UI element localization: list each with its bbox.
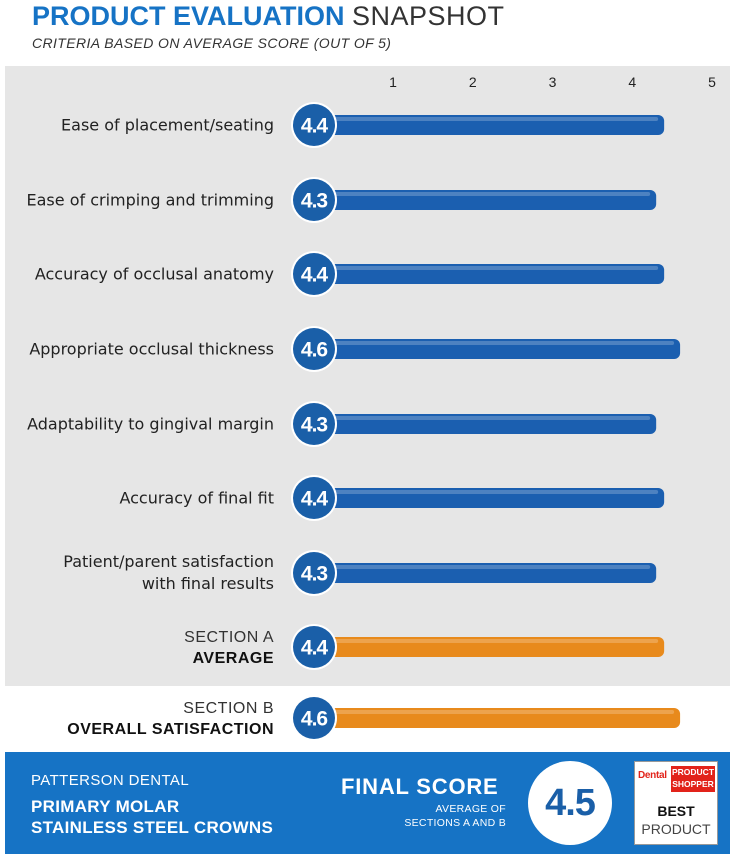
x-tick-label: 2 [469,74,477,90]
category-label: with final results [142,574,274,593]
section-label: SECTION B [183,700,274,717]
criterion-bar-highlight [330,490,659,494]
criterion-bar-highlight [330,416,651,420]
page-title: PRODUCT EVALUATION SNAPSHOT [32,0,505,32]
section-value-label: 4.6 [301,708,328,731]
criterion-bar [326,563,657,583]
section-bar-highlight [330,710,675,714]
badge-ps-line2: SHOPPER [672,779,714,789]
criterion-circle [293,477,335,519]
criterion-bar [326,339,681,359]
title-light: SNAPSHOT [352,1,505,31]
product-name-line1: PRIMARY MOLAR [31,797,180,816]
criterion-circle [293,328,335,370]
criterion-bar-highlight [330,192,651,196]
final-score-label: FINAL SCORE [341,774,499,799]
criterion-bar-highlight [330,266,659,270]
criterion-circle [293,552,335,594]
criterion-value-label: 4.3 [301,563,328,586]
category-label: Appropriate occlusal thickness [29,340,274,359]
final-score-subtitle: AVERAGE OF SECTIONS A AND B [404,802,506,830]
final-score-value: 4.5 [528,761,612,845]
category-label: Ease of crimping and trimming [27,191,274,210]
badge-ps-line1: PRODUCT [671,767,715,777]
badge-logo: Dental PRODUCT SHOPPER [638,766,715,792]
section-bar [326,708,681,728]
company-name: PATTERSON DENTAL [31,772,190,789]
final-sub-line2: SECTIONS A AND B [404,817,506,829]
section-sublabel: AVERAGE [193,650,274,667]
title-bold: PRODUCT EVALUATION [32,1,345,31]
criterion-circle [293,403,335,445]
criterion-value-label: 4.3 [301,190,328,213]
badge-product-text: PRODUCT [641,821,711,837]
section-circle [293,626,335,668]
criterion-bar-highlight [330,341,675,345]
product-name-line2: STAINLESS STEEL CROWNS [31,818,274,837]
criterion-bar-highlight [330,565,651,569]
category-label: Accuracy of occlusal anatomy [35,265,274,284]
criterion-bar [326,115,665,135]
page-subtitle: CRITERIA BASED ON AVERAGE SCORE (OUT OF … [32,35,392,51]
evaluation-chart: 1 2 3 4 5 Ease of placement/seating 4.4 Ease of… [27,74,716,741]
criterion-circle [293,179,335,221]
x-tick-label: 3 [549,74,557,90]
criterion-value-label: 4.4 [301,115,329,138]
badge-best-text: BEST [657,803,695,819]
section-sublabel: OVERALL SATISFACTION [67,721,274,738]
criterion-bar [326,264,665,284]
best-product-badge: Dental PRODUCT SHOPPER BEST PRODUCT [634,761,718,845]
final-sub-line1: AVERAGE OF [435,803,506,815]
criterion-bar [326,190,657,210]
section-bar [326,637,665,657]
product-name: PRIMARY MOLAR STAINLESS STEEL CROWNS [31,796,273,838]
criterion-bar-highlight [330,117,659,121]
footer-panel: PATTERSON DENTAL PRIMARY MOLAR STAINLESS… [5,752,730,854]
x-tick-label: 4 [628,74,636,90]
section-label: SECTION A [184,629,274,646]
badge-dental-text: Dental [638,770,667,781]
criterion-bar [326,414,657,434]
criterion-circle [293,253,335,295]
x-tick-label: 1 [389,74,397,90]
category-label: Patient/parent satisfaction [63,552,274,571]
criterion-value-label: 4.3 [301,414,328,437]
criterion-value-label: 4.4 [301,488,329,511]
badge-product-shopper: PRODUCT SHOPPER [671,766,715,792]
section-value-label: 4.4 [301,637,329,660]
section-bar-highlight [330,639,659,643]
category-label: Adaptability to gingival margin [27,415,274,434]
criterion-value-label: 4.6 [301,339,328,362]
section-circle [293,697,335,739]
category-label: Accuracy of final fit [119,489,274,508]
criterion-bar [326,488,665,508]
criterion-circle [293,104,335,146]
category-label: Ease of placement/seating [61,116,274,135]
x-tick-label: 5 [708,74,716,90]
criterion-value-label: 4.4 [301,264,329,287]
